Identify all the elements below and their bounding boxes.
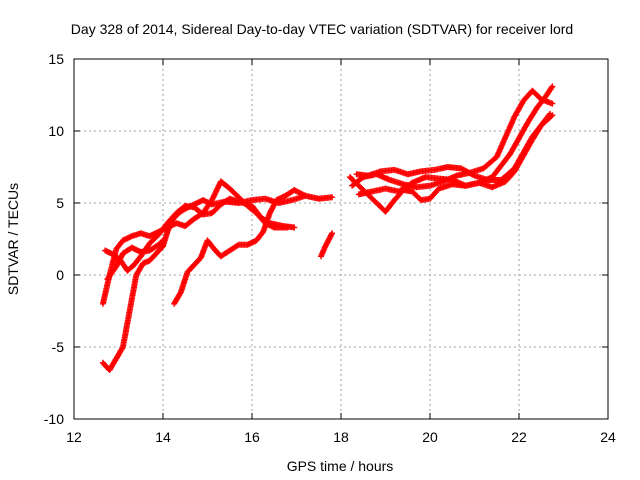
data-point-marker: [284, 224, 291, 231]
series-track-5: [171, 187, 309, 307]
x-axis-label: GPS time / hours: [287, 458, 394, 474]
chart-title: Day 328 of 2014, Sidereal Day-to-day VTE…: [71, 21, 573, 37]
y-tick-label: -10: [44, 411, 64, 427]
x-tick-label: 18: [333, 429, 349, 445]
data-point-marker: [234, 242, 241, 249]
data-point-marker: [546, 111, 553, 118]
data-point-marker: [160, 237, 166, 244]
y-tick-label: 10: [48, 123, 64, 139]
series-track-6: [318, 230, 336, 260]
y-tick-label: -5: [52, 339, 65, 355]
series-track-8: [349, 87, 556, 191]
data-point-marker: [547, 110, 554, 117]
series-track-4: [104, 237, 166, 283]
y-tick-label: 5: [56, 195, 64, 211]
data-point-marker: [549, 100, 556, 107]
grid: [74, 59, 608, 419]
y-axis-label: SDTVAR / TECUs: [5, 183, 21, 295]
x-tick-label: 20: [422, 429, 438, 445]
y-tick-label: 0: [56, 267, 64, 283]
data-point-marker: [329, 194, 336, 201]
y-tick-label: 15: [48, 51, 64, 67]
series-track-1: [99, 192, 336, 373]
series-layer: [99, 83, 556, 373]
x-tick-label: 12: [66, 429, 82, 445]
data-point-marker: [549, 83, 556, 90]
data-point-marker: [302, 192, 309, 199]
axes: 12 14 16 18 20 22 24 -10 -5 0 5 10 15: [44, 51, 616, 445]
data-point-marker: [158, 238, 165, 245]
data-point-marker: [548, 84, 555, 91]
x-tick-label: 16: [244, 429, 260, 445]
data-point-marker: [329, 230, 336, 237]
x-tick-label: 22: [511, 429, 527, 445]
data-point-marker: [291, 224, 298, 231]
x-tick-label: 24: [600, 429, 616, 445]
x-tick-label: 14: [155, 429, 171, 445]
series-track-10: [355, 110, 554, 198]
